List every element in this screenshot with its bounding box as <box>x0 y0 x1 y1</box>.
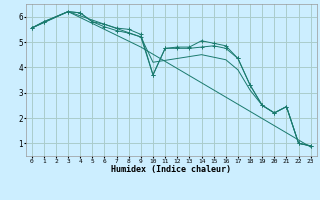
X-axis label: Humidex (Indice chaleur): Humidex (Indice chaleur) <box>111 165 231 174</box>
